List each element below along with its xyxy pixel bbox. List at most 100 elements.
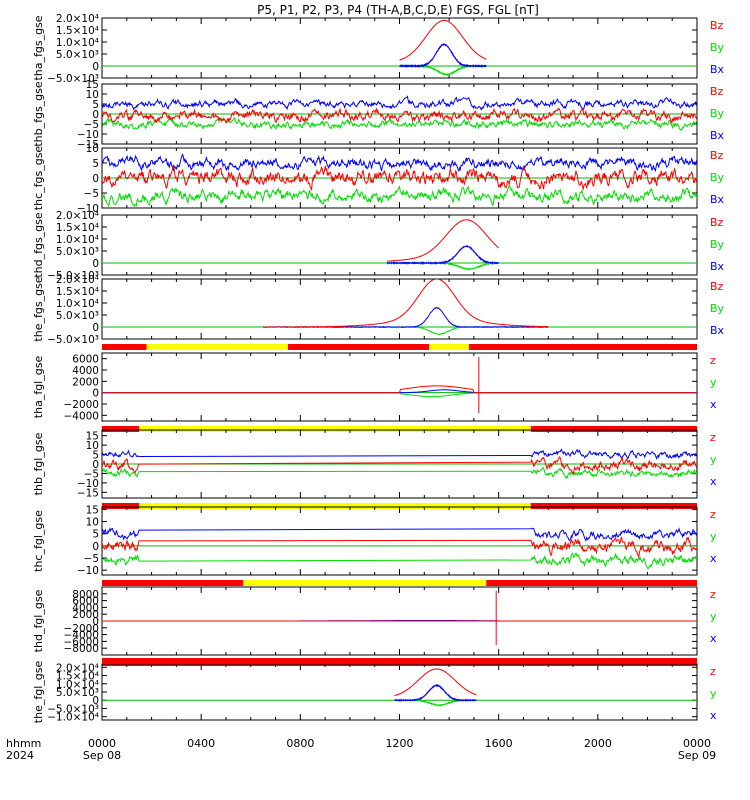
legend-By: By xyxy=(710,171,725,184)
year-label: 2024 xyxy=(6,749,34,762)
series-z xyxy=(102,163,697,192)
y-tick-label: 5 xyxy=(92,158,99,170)
series-group xyxy=(394,668,477,707)
legend-By: By xyxy=(710,107,725,120)
y-tick-label: 2.0×10⁴ xyxy=(56,13,99,25)
y-axis-label: the_fgl_gse xyxy=(32,661,45,724)
start-date-label: Sep 08 xyxy=(83,749,121,762)
y-tick-label: 4000 xyxy=(72,602,99,614)
y-tick-label: −5 xyxy=(84,468,99,480)
series-z xyxy=(102,385,697,394)
y-tick-label: 5 xyxy=(92,529,99,541)
y-tick-label: 1.5×10⁴ xyxy=(56,222,99,234)
legend-y: y xyxy=(710,610,717,623)
series-x xyxy=(394,683,477,703)
y-tick-label: −1.0×10⁴ xyxy=(47,712,99,724)
status-segment xyxy=(530,503,697,509)
legend-y: y xyxy=(710,453,717,466)
legend-y: y xyxy=(710,530,717,543)
y-tick-label: −2000 xyxy=(63,623,99,635)
legend-Bz: Bz xyxy=(710,216,724,229)
series-x xyxy=(102,527,697,542)
series-x xyxy=(386,244,499,266)
y-tick-label: −5 xyxy=(84,188,99,200)
y-tick-label: −10 xyxy=(77,203,99,215)
series-x xyxy=(102,95,697,111)
chart-title: P5, P1, P2, P3, P4 (TH-A,B,C,D,E) FGS, F… xyxy=(257,3,539,17)
y-tick-label: −2000 xyxy=(63,399,99,411)
series-group xyxy=(399,19,487,77)
legend-z: z xyxy=(710,588,716,601)
status-segment xyxy=(429,344,469,350)
series-x xyxy=(399,43,487,69)
legend-x: x xyxy=(710,709,717,722)
legend-z: z xyxy=(710,354,716,367)
y-tick-label: −6000 xyxy=(63,636,99,648)
y-tick-label: −10 xyxy=(77,565,99,577)
panel-frame xyxy=(101,352,698,422)
legend-z: z xyxy=(710,431,716,444)
x-tick-label: 1600 xyxy=(485,737,513,750)
series-x xyxy=(102,448,697,461)
panel-the_fgs_gse: 2.0×10⁴1.5×10⁴1.0×10⁴5.0×10³0−5.0×10³the… xyxy=(32,274,725,350)
panel-thd_fgs_gse: 2.0×10⁴1.5×10⁴1.0×10⁴5.0×10³0−5.0×10³thd… xyxy=(32,210,725,282)
y-tick-label: 2.0×10⁴ xyxy=(56,662,99,674)
y-axis-label: tha_fgl_gse xyxy=(32,356,45,419)
y-tick-label: −5.0×10³ xyxy=(47,334,99,346)
legend-z: z xyxy=(710,665,716,678)
y-tick-label: 4000 xyxy=(72,365,99,377)
y-tick-label: −5 xyxy=(84,119,99,131)
y-axis-label: the_fgs_gse xyxy=(32,276,45,341)
y-tick-label: 1.5×10⁴ xyxy=(56,671,99,683)
legend-Bz: Bz xyxy=(710,280,724,293)
y-tick-label: −10 xyxy=(77,129,99,141)
series-y xyxy=(102,392,697,398)
y-tick-label: 0 xyxy=(92,173,99,185)
y-tick-label: 15 xyxy=(86,79,99,91)
status-segment xyxy=(102,344,147,350)
y-tick-label: 8000 xyxy=(72,589,99,601)
panel-the_fgl_gse: 2.0×10⁴1.5×10⁴1.0×10⁴5.0×10³0−5.0×10³−1.… xyxy=(32,661,717,724)
y-tick-label: 5.0×10³ xyxy=(56,310,99,322)
legend-Bx: Bx xyxy=(710,260,725,273)
y-tick-label: −4000 xyxy=(63,630,99,642)
status-segment xyxy=(468,344,697,350)
series-group xyxy=(102,95,697,132)
y-tick-label: 5 xyxy=(92,99,99,111)
status-bar-top xyxy=(102,658,697,664)
series-x xyxy=(102,153,697,173)
x-tick-label: 0400 xyxy=(187,737,215,750)
legend-By: By xyxy=(710,238,725,251)
y-tick-label: 2.0×10⁴ xyxy=(56,274,99,286)
legend-y: y xyxy=(710,687,717,700)
series-z xyxy=(102,536,697,559)
series-y xyxy=(102,184,697,208)
panels-group: 2.0×10⁴1.5×10⁴1.0×10⁴5.0×10³0−5.0×10³tha… xyxy=(32,13,725,724)
status-segment xyxy=(139,426,531,432)
x-tick-label: 0000 xyxy=(683,737,711,750)
legend-x: x xyxy=(710,398,717,411)
y-tick-label: 1.0×10⁴ xyxy=(56,679,99,691)
y-tick-label: 1.0×10⁴ xyxy=(56,37,99,49)
y-tick-label: −10 xyxy=(77,478,99,490)
legend-x: x xyxy=(710,552,717,565)
panel-frame xyxy=(101,663,698,721)
legend-y: y xyxy=(710,376,717,389)
y-tick-label: 0 xyxy=(92,459,99,471)
y-tick-label: 5 xyxy=(92,450,99,462)
status-segment xyxy=(486,580,697,586)
panel-frame xyxy=(101,214,698,276)
y-tick-label: 10 xyxy=(86,89,99,101)
legend-Bz: Bz xyxy=(710,85,724,98)
series-y xyxy=(102,466,697,480)
y-tick-label: 0 xyxy=(92,61,99,73)
status-segment xyxy=(530,426,697,432)
series-group xyxy=(386,219,499,271)
y-tick-label: 5.0×10³ xyxy=(56,49,99,61)
y-axis-label: thc_fgs_gse xyxy=(32,146,45,211)
y-tick-label: 0 xyxy=(92,322,99,334)
